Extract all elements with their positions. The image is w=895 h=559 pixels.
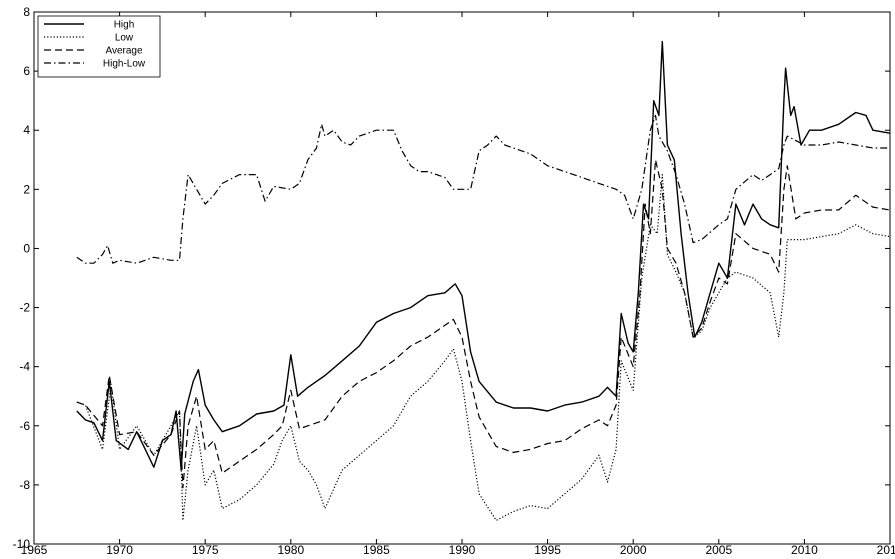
series-line-high-low [76, 114, 890, 264]
legend: High Low Average High-Low [37, 15, 161, 78]
y-axis: -10 -8 -6 -4 -2 0 2 4 6 8 [13, 5, 890, 551]
legend-label: Average [105, 46, 143, 57]
x-tick-label: 2005 [705, 543, 732, 557]
y-tick-label: 4 [23, 123, 30, 137]
series-layer [76, 40, 891, 521]
y-tick-label: 8 [23, 5, 30, 19]
x-tick-label: 2000 [620, 543, 647, 557]
x-tick-label: 2010 [791, 543, 818, 557]
y-tick-label: -8 [19, 478, 30, 492]
y-tick-label: 6 [23, 64, 30, 78]
y-tick-label: -10 [13, 537, 31, 551]
legend-label: High [114, 20, 135, 31]
x-tick-label: 1990 [449, 543, 476, 557]
y-tick-label: 0 [23, 241, 30, 255]
legend-label: High-Low [103, 59, 146, 70]
x-tick-label: 1985 [363, 543, 390, 557]
x-tick-label: 1980 [277, 543, 304, 557]
x-tick-label: 1970 [106, 543, 133, 557]
x-tick-label: 1995 [534, 543, 561, 557]
series-line-high [76, 40, 891, 471]
y-tick-label: -6 [19, 419, 30, 433]
x-tick-label: 2015 [877, 543, 895, 557]
x-tick-label: 1975 [192, 543, 219, 557]
y-tick-label: -4 [19, 360, 30, 374]
x-tick-label: 1965 [21, 543, 48, 557]
series-line-average [76, 159, 891, 489]
legend-label: Low [115, 33, 134, 44]
y-tick-label: 2 [23, 182, 30, 196]
legend-box [37, 15, 161, 78]
y-tick-label: -2 [19, 301, 30, 315]
x-axis: 1965 1970 1975 1980 1985 1990 1995 2000 2005 2010… [21, 12, 895, 557]
